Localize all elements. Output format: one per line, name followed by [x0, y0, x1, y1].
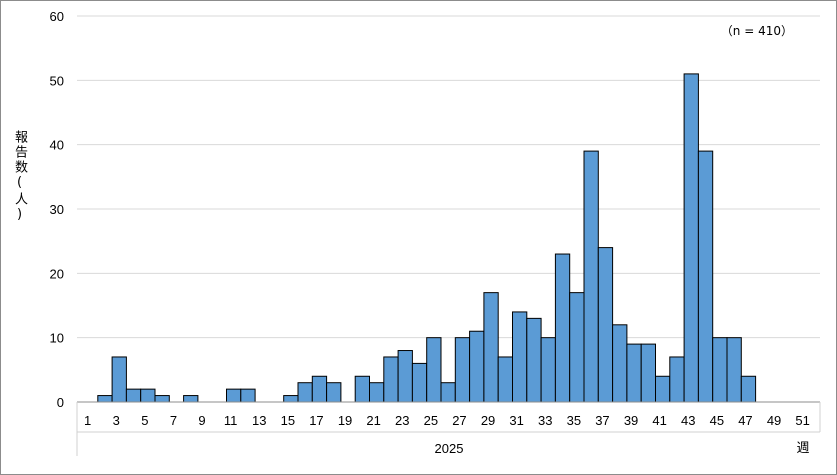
x-tick-label: 31 [509, 413, 523, 428]
bar-week-4 [125, 388, 142, 403]
y-tick-label: 40 [50, 138, 64, 153]
x-tick-label: 5 [141, 413, 148, 428]
x-tick-label: 25 [424, 413, 438, 428]
bar-week-16 [297, 382, 313, 403]
y-tick-label: 60 [50, 9, 64, 24]
bar-week-26 [440, 382, 456, 403]
bar-week-24 [411, 362, 428, 403]
y-tick-labels: 0 10 20 30 40 50 60 [50, 9, 64, 410]
x-tick-label: 11 [224, 413, 238, 428]
bar-week-12 [240, 388, 256, 403]
x-tick-label: 21 [366, 413, 380, 428]
x-tick-label: 39 [624, 413, 638, 428]
y-tick-label: 0 [57, 395, 64, 410]
bar-week-36 [583, 150, 599, 403]
bar-week-30 [497, 356, 514, 403]
y-tick-label: 30 [50, 202, 64, 217]
bar-week-6 [154, 395, 170, 403]
bar-week-44 [697, 150, 714, 403]
x-tick-label: 45 [710, 413, 724, 428]
x-tick-labels: 1 3 5 7 9 11 13 15 17 19 21 23 25 27 29 31 33 35 37 39 41 43 4… [84, 413, 810, 428]
x-tick-label: 23 [395, 413, 409, 428]
bar-week-28 [469, 330, 485, 403]
bar-week-43 [683, 73, 699, 403]
bar-week-21 [369, 382, 385, 403]
bar-week-11 [226, 388, 242, 403]
x-axis [76, 401, 821, 456]
x-tick-label: 1 [84, 413, 91, 428]
x-tick-label: 33 [538, 413, 552, 428]
bar-week-29 [483, 292, 499, 403]
x-tick-label: 13 [252, 413, 266, 428]
bar-week-41 [655, 375, 671, 403]
x-unit-label: 週 [796, 440, 809, 455]
y-tick-label: 50 [50, 73, 64, 88]
bar-week-47 [740, 375, 757, 403]
x-tick-label: 43 [681, 413, 695, 428]
x-tick-label: 37 [595, 413, 609, 428]
bar-week-25 [426, 337, 442, 403]
x-tick-label: 51 [795, 413, 809, 428]
bar-week-37 [597, 247, 614, 403]
bar-week-15 [283, 395, 299, 403]
x-tick-label: 17 [309, 413, 323, 428]
x-tick-label: 47 [738, 413, 752, 428]
bar-week-27 [454, 337, 471, 403]
bar-week-17 [311, 375, 328, 403]
bar-week-18 [326, 382, 342, 403]
bar-week-23 [397, 350, 413, 403]
bar-week-34 [554, 253, 571, 403]
bar-week-22 [383, 356, 399, 403]
bar-week-33 [540, 337, 556, 403]
x-tick-label: 49 [767, 413, 781, 428]
bar-week-8 [183, 395, 199, 403]
x-tick-label: 19 [338, 413, 352, 428]
bar-week-39 [626, 343, 642, 403]
x-tick-label: 27 [452, 413, 466, 428]
bars [97, 73, 757, 403]
bar-week-32 [526, 317, 542, 403]
y-tick-label: 10 [50, 331, 64, 346]
x-tick-label: 41 [652, 413, 666, 428]
y-tick-label: 20 [50, 266, 64, 281]
bar-week-3 [111, 356, 127, 403]
bar-week-42 [669, 356, 685, 403]
y-axis-title: 報告数(人) [12, 130, 27, 224]
bar-week-31 [512, 311, 528, 403]
bar-week-2 [97, 395, 113, 403]
x-tick-label: 15 [281, 413, 295, 428]
bar-week-46 [726, 337, 742, 403]
x-tick-label: 35 [567, 413, 581, 428]
x-tick-label: 7 [170, 413, 177, 428]
x-tick-label: 3 [113, 413, 120, 428]
bar-week-5 [140, 388, 156, 403]
bar-week-45 [712, 337, 728, 403]
x-tick-label: 29 [481, 413, 495, 428]
bar-week-40 [640, 343, 657, 403]
bar-week-38 [612, 324, 628, 403]
bar-week-20 [354, 375, 371, 403]
x-tick-label: 9 [198, 413, 205, 428]
sample-size-annotation: （n = 410） [720, 24, 793, 38]
bar-week-35 [569, 292, 585, 403]
year-label: 2025 [435, 441, 464, 456]
